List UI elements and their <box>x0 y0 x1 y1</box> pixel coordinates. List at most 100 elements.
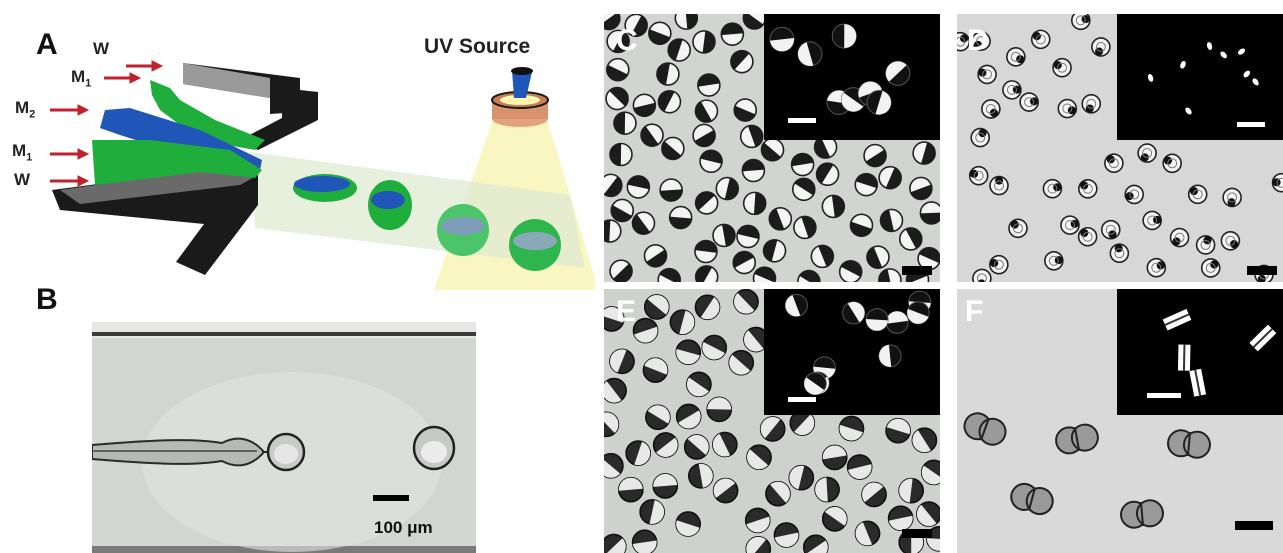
particle <box>606 29 630 54</box>
particle <box>854 520 881 547</box>
particle <box>821 194 846 219</box>
particle <box>648 21 672 46</box>
particle <box>1006 47 1026 67</box>
particle <box>631 211 656 235</box>
particle <box>604 533 627 553</box>
inset-particle <box>1220 51 1227 59</box>
panel-c-inset <box>764 14 940 140</box>
inset-particle <box>1243 70 1251 78</box>
particle <box>762 238 787 263</box>
particle <box>885 417 911 444</box>
panel-b-scale-label: 100 μm <box>374 518 433 537</box>
inlet-label-1: W <box>93 39 110 58</box>
panel-c-inset-scalebar <box>788 118 816 123</box>
particle <box>675 511 701 537</box>
particle <box>604 14 621 31</box>
particle <box>609 259 633 282</box>
particle <box>1104 153 1124 174</box>
panel-f-scalebar <box>1235 521 1273 530</box>
particle <box>745 536 772 553</box>
particle <box>733 98 758 122</box>
particle <box>1002 80 1022 100</box>
inset-particle <box>831 23 857 49</box>
particle <box>773 522 800 548</box>
particle <box>854 172 879 197</box>
particle <box>1222 187 1242 208</box>
particle <box>813 135 838 159</box>
panel-e-inset <box>764 289 940 415</box>
inlet-arrows <box>50 60 164 187</box>
inset-particle <box>1237 48 1246 55</box>
panel-letter-a: A <box>36 28 58 61</box>
particle <box>810 244 835 269</box>
particle <box>838 259 863 282</box>
particle <box>971 31 991 51</box>
panel-d-inset-scalebar <box>1237 122 1265 127</box>
inlet-label-4: M1 <box>12 141 33 164</box>
particle <box>741 158 766 183</box>
inset-particle <box>1180 61 1186 69</box>
particle <box>728 349 755 376</box>
panel-letter-c: C <box>616 24 638 57</box>
particle <box>866 245 890 269</box>
particle <box>733 289 759 315</box>
inset-particle <box>885 60 911 86</box>
particle <box>760 137 785 162</box>
inset-particle <box>906 301 930 325</box>
droplet-1 <box>293 174 357 202</box>
doublet-particle <box>963 412 1007 446</box>
particle <box>1081 93 1102 114</box>
particle <box>609 142 633 167</box>
particle <box>686 371 712 398</box>
panel-d-scalebar <box>1247 266 1277 275</box>
particle <box>712 477 739 504</box>
panel-letter-e: E <box>616 295 637 328</box>
particle <box>916 501 940 527</box>
particle <box>610 198 635 223</box>
particle <box>657 267 681 282</box>
particle <box>821 444 848 471</box>
particle <box>656 62 680 86</box>
inset-particle <box>803 372 827 396</box>
inset-particle <box>865 308 889 332</box>
inset-particle <box>769 26 795 52</box>
particle <box>1030 29 1051 50</box>
panel-b-scalebar <box>373 495 409 501</box>
particle <box>604 411 620 438</box>
panel-c-scalebar <box>902 266 932 275</box>
particle <box>632 93 657 118</box>
inset-particle <box>1206 42 1213 50</box>
channel-wall-top-side <box>183 63 270 98</box>
particle <box>1044 251 1064 271</box>
particle <box>694 99 719 123</box>
inlet-label-2: M1 <box>71 67 92 90</box>
particle <box>838 415 865 442</box>
particle <box>920 459 940 486</box>
inset-particle <box>797 41 823 67</box>
outer-fluid-stream-top <box>150 80 265 150</box>
particle <box>765 480 791 507</box>
particle <box>712 431 738 458</box>
particle <box>605 86 629 111</box>
particle <box>699 149 723 174</box>
particle <box>732 250 757 275</box>
particle <box>730 49 754 74</box>
panel-d-inset <box>1117 14 1283 140</box>
particle <box>1162 153 1182 174</box>
inset-particle <box>842 301 866 325</box>
particle <box>790 152 815 177</box>
particle <box>887 505 914 532</box>
particle <box>1271 172 1283 193</box>
panel-letter-d: D <box>967 24 989 57</box>
particle <box>697 73 721 97</box>
particle <box>909 176 933 201</box>
particle <box>1057 98 1078 119</box>
inset-particle <box>1185 107 1192 115</box>
droplet-3 <box>437 204 489 256</box>
particle <box>657 89 682 114</box>
droplet-4 <box>509 219 561 271</box>
particle <box>604 219 622 243</box>
particle <box>1109 243 1130 263</box>
particle <box>683 434 710 460</box>
microfluidic-schematic <box>50 60 595 290</box>
